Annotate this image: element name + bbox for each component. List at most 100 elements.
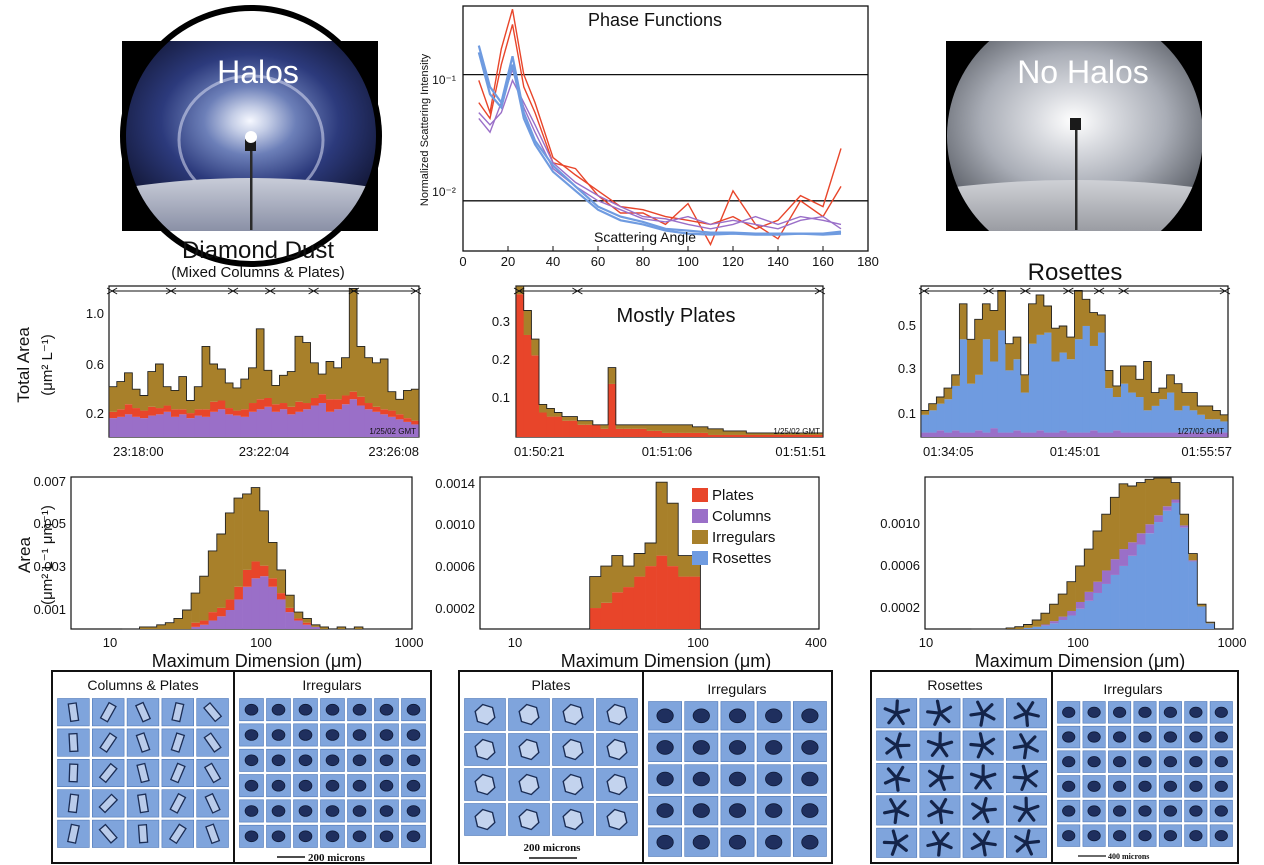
sdC-irregulars-bar-5 (1006, 627, 1016, 629)
imgC-crystal-11 (1138, 731, 1152, 743)
tsA-columns-bar-28 (318, 403, 327, 437)
tsA-irregulars-bar-21 (264, 370, 273, 398)
tsA-plates-bar-39 (403, 418, 412, 422)
imgB-crystal-2 (692, 708, 710, 724)
imgC-crystal-21 (1214, 756, 1228, 768)
ts-c-ytick-2: 0.3 (898, 361, 916, 376)
imgB-crystal-23 (728, 834, 747, 850)
tsA-plates-bar-38 (395, 414, 404, 420)
tsC-rosettes-bar-29 (1135, 397, 1144, 433)
tsC-columns-bar-17 (1043, 432, 1052, 437)
sdC-irregulars-bar-13 (1075, 565, 1085, 602)
ts-b-bars (513, 285, 826, 437)
tsB-plates-bar-2 (523, 334, 532, 437)
imgA-crystal-31 (298, 805, 313, 817)
tsC-rosettes-bar-34 (1174, 410, 1183, 433)
tsC-columns-bar-19 (1059, 430, 1068, 437)
tsB-plates-bar-31 (746, 434, 755, 437)
tsB-irregulars-bar-8 (569, 416, 578, 421)
sdB-irregulars-bar-3 (611, 555, 624, 593)
sdA-plates-bar-21 (294, 618, 304, 621)
tsB-plates-bar-4 (539, 412, 548, 437)
sd-a-ytick-4: 0.001 (33, 602, 66, 617)
imgA-crystal-28 (406, 779, 421, 792)
tsB-irregulars-bar-3 (531, 339, 540, 356)
imgC-crystal-3 (969, 700, 996, 727)
tsC-irregulars-bar-16 (1036, 294, 1045, 335)
tsC-columns-bar-25 (1105, 432, 1114, 437)
imgC-crystal-20 (1014, 829, 1041, 856)
tsA-columns-bar-39 (403, 421, 412, 437)
tsA-columns-bar-32 (349, 399, 358, 437)
phase-series-layer (463, 9, 868, 247)
tsC-rosettes-bar-22 (1082, 325, 1091, 433)
tsA-plates-bar-20 (256, 399, 265, 410)
imgB-crystal-9 (765, 740, 783, 755)
ts-a-ytick-2: 0.6 (86, 357, 104, 372)
imgA-crystal-15 (203, 762, 222, 784)
sdC-rosettes-bar-11 (1058, 619, 1068, 629)
tsA-irregulars-bar-7 (155, 364, 164, 409)
sdC-rosettes-bar-25 (1179, 527, 1189, 629)
tsC-columns-bar-34 (1174, 432, 1183, 437)
tsC-irregulars-bar-13 (1013, 337, 1022, 360)
imgC-crystal-42 (1214, 830, 1228, 842)
tsA-columns-bar-5 (140, 418, 149, 438)
tsA-plates-bar-35 (372, 406, 381, 412)
tsA-range-marker-3 (227, 287, 239, 295)
sdA-irregulars-bar-7 (173, 618, 183, 629)
imgA-crystal-30 (271, 805, 286, 817)
tsA-plates-bar-1 (109, 411, 118, 419)
tsA-irregulars-bar-8 (163, 386, 172, 406)
imgC-crystal-16 (1087, 756, 1101, 768)
tsC-irregulars-bar-31 (1151, 392, 1160, 406)
imgB-crystal-16 (606, 808, 628, 831)
ts-b-frame (515, 285, 824, 438)
sdA-plates-bar-10 (199, 620, 209, 625)
imgA-crystal-9 (271, 729, 286, 741)
sdC-rosettes-bar-9 (1040, 625, 1050, 629)
tsB-irregulars-bar-21 (669, 424, 678, 433)
tsC-rosettes-bar-37 (1197, 414, 1206, 433)
tsC-irregulars-bar-6 (959, 303, 968, 340)
sd-chart-mostly-plates: 0.0014 0.0010 0.0006 0.0002 10 100 400 M… (435, 476, 827, 671)
imgA-crystal-1 (67, 702, 80, 723)
tsC-irregulars-bar-21 (1074, 290, 1083, 340)
imgB-crystal-24 (765, 834, 783, 850)
imgA-crystal-11 (325, 729, 340, 741)
tsC-columns-bar-13 (1013, 430, 1022, 437)
tsC-irregulars-bar-33 (1166, 374, 1175, 393)
imgC-crystal-12 (1163, 731, 1178, 743)
tsC-irregulars-bar-30 (1143, 361, 1152, 411)
tsC-irregulars-bar-27 (1120, 365, 1129, 384)
imgB-tile-19 (756, 795, 791, 826)
tsB-irregulars-bar-2 (523, 310, 532, 335)
sdC-columns-bar-14 (1084, 591, 1094, 601)
sdA-columns-bar-16 (251, 578, 261, 629)
tsA-irregulars-bar-1 (109, 386, 118, 412)
tsC-columns-bar-18 (1051, 432, 1060, 437)
ts-ylabel-line2: (μm² L⁻¹) (39, 334, 56, 396)
sd-b-ytick-3: 0.0006 (435, 559, 475, 574)
tsB-plates-bar-10 (585, 424, 594, 437)
tsC-columns-bar-12 (1005, 432, 1014, 437)
imgA-crystal-15 (244, 754, 259, 767)
tsA-irregulars-bar-39 (403, 390, 412, 419)
imgC-crystal-14 (1214, 731, 1228, 743)
imgB-crystal-25 (801, 834, 819, 850)
imgA-crystal-7 (406, 703, 421, 716)
tsC-rosettes-bar-8 (974, 374, 983, 431)
sdC-irregulars-bar-11 (1058, 594, 1068, 617)
sdB-irregulars-bar-10 (689, 555, 701, 577)
imgB-crystal-21 (656, 834, 674, 850)
imgA-crystal-17 (98, 793, 119, 814)
subtitle-mixed: (Mixed Columns & Plates) (171, 264, 344, 281)
imgB-tile-9 (464, 768, 506, 801)
sd-b-xtick-1: 10 (508, 635, 522, 650)
tsB-irregulars-bar-17 (638, 424, 647, 429)
sd-c-ytick-3: 0.0002 (880, 600, 920, 615)
tsB-plates-bar-30 (738, 434, 747, 437)
sd-b-xtick-3: 400 (805, 635, 827, 650)
sdC-rosettes-bar-21 (1145, 533, 1155, 629)
